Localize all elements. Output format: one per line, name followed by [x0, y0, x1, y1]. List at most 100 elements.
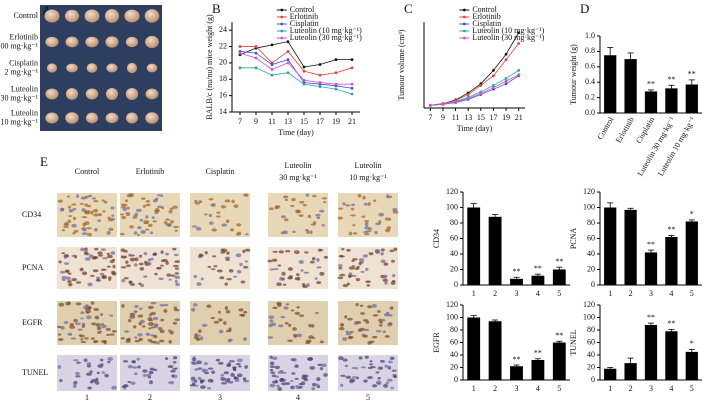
stain: [86, 372, 92, 376]
stain: [123, 387, 127, 390]
stain: [192, 357, 197, 362]
point: [318, 73, 322, 77]
bar: [510, 278, 523, 285]
stain: [316, 377, 321, 382]
bar: [624, 209, 637, 285]
stain: [282, 283, 287, 286]
stain: [219, 276, 225, 280]
tumor: [105, 87, 119, 101]
stain: [58, 260, 62, 264]
tumor: [124, 9, 140, 23]
point: [318, 63, 322, 66]
ihc-image: [57, 193, 117, 237]
stain: [210, 203, 215, 207]
y-tick-label: 1.0: [585, 31, 595, 40]
stain: [147, 338, 153, 342]
stain: [391, 274, 396, 278]
x-tick-label: 2: [493, 289, 497, 298]
stain: [93, 199, 99, 203]
stain: [363, 233, 370, 236]
stain: [294, 311, 301, 316]
stain: [97, 330, 103, 333]
stain: [191, 225, 198, 228]
stain: [351, 376, 358, 379]
stain: [142, 325, 146, 328]
stain: [152, 252, 157, 256]
stain: [363, 231, 369, 234]
stain: [81, 322, 86, 326]
stain: [290, 379, 294, 383]
stain: [317, 248, 322, 252]
stain: [126, 206, 130, 210]
stain: [277, 370, 283, 374]
column-number: 2: [148, 393, 152, 402]
legend-swatch: [280, 36, 284, 40]
stain: [317, 363, 323, 367]
stain: [108, 227, 114, 232]
stain: [112, 264, 116, 269]
stain: [148, 370, 154, 375]
stain: [303, 374, 309, 378]
stain: [138, 262, 144, 266]
tumor: [105, 36, 119, 48]
stain: [269, 355, 273, 359]
stain: [389, 249, 395, 253]
stain: [375, 380, 382, 385]
stain: [106, 230, 111, 235]
x-tick-label: Luteolin 10 mg·kg⁻¹: [656, 115, 697, 178]
stain: [91, 337, 95, 340]
stain: [224, 256, 231, 260]
stain: [149, 257, 154, 261]
stain: [392, 374, 397, 378]
stain: [269, 319, 274, 323]
column-header: Luteolin: [354, 161, 381, 170]
stain: [375, 330, 382, 333]
stain: [216, 269, 223, 273]
stain: [268, 323, 273, 328]
stain: [86, 362, 92, 366]
stain: [244, 248, 251, 252]
stain: [391, 369, 397, 372]
tumor: [126, 112, 138, 124]
y-tick-label: 100: [583, 312, 595, 321]
stain: [232, 367, 237, 371]
stain: [91, 322, 97, 326]
x-tick-label: 11: [452, 113, 460, 122]
legend-swatch: [462, 8, 466, 12]
tumor: [66, 63, 78, 73]
stain: [227, 362, 231, 366]
bar: [552, 342, 566, 380]
stain: [137, 314, 144, 318]
y-tick-label: 14: [219, 107, 227, 116]
stain: [138, 307, 143, 311]
stain: [271, 258, 278, 262]
stain: [283, 218, 289, 222]
stain: [160, 250, 164, 255]
stain: [87, 282, 93, 287]
stain: [89, 274, 95, 277]
stain: [71, 223, 77, 228]
stain: [87, 386, 92, 390]
point: [270, 68, 274, 71]
stain: [338, 266, 343, 270]
stain: [243, 310, 248, 314]
stain: [347, 317, 353, 321]
stain: [298, 214, 304, 217]
y-tick-label: 120: [446, 300, 458, 309]
stain: [380, 252, 384, 256]
row-label: Luteolin: [11, 84, 38, 93]
stain: [300, 381, 306, 386]
stain: [174, 229, 179, 232]
stain: [272, 250, 278, 253]
y-tick-label: 80: [587, 325, 595, 334]
stain: [143, 275, 148, 278]
stain: [347, 274, 352, 279]
stain: [81, 208, 86, 212]
stain: [311, 387, 316, 391]
stain: [80, 341, 87, 344]
stain: [63, 321, 69, 324]
stain: [119, 232, 125, 236]
panel-label: A: [42, 3, 52, 18]
stain: [200, 385, 206, 389]
